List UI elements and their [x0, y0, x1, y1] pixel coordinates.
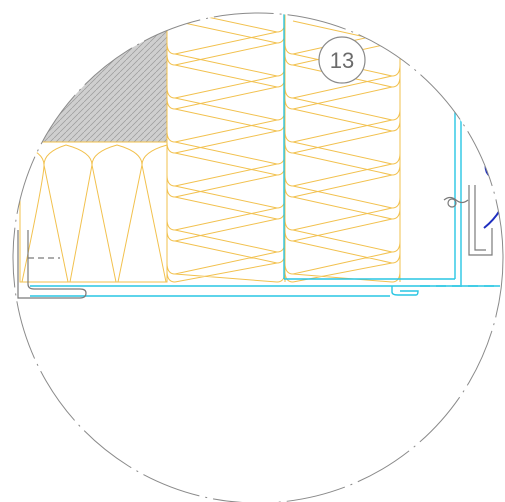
insulation-lower-left [19, 141, 168, 283]
detail-boundary-circle [12, 12, 504, 502]
callout-number: 13 [330, 48, 354, 73]
clip-profile [391, 286, 419, 296]
frame-profile-left [17, 230, 87, 299]
flashing-profile [443, 185, 493, 256]
callout-circle [318, 36, 366, 84]
concrete-block [13, 13, 168, 143]
insulation-column-1 [166, 13, 286, 283]
callout-tag: 13 [318, 36, 366, 84]
membrane-lines [30, 13, 500, 297]
